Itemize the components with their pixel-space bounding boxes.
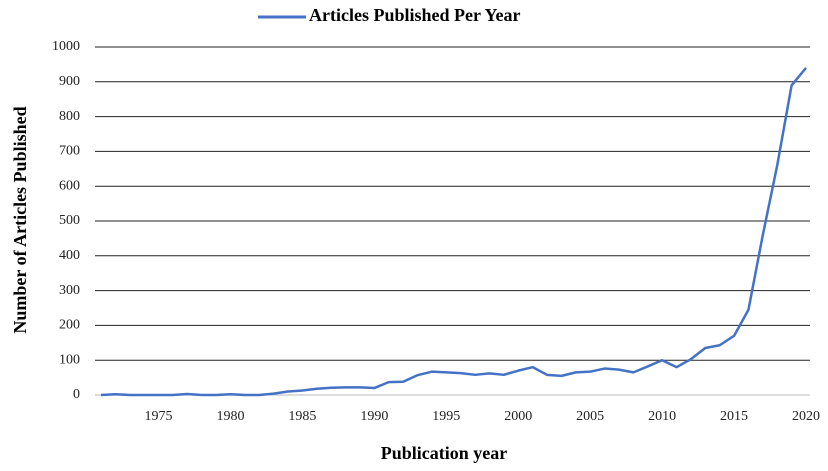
x-tick-label: 1975: [145, 409, 173, 424]
y-tick-label: 300: [59, 283, 80, 298]
y-tick-label: 500: [59, 213, 80, 228]
x-tick-label: 1985: [288, 409, 316, 424]
x-tick-label: 2020: [792, 409, 820, 424]
y-tick-label: 600: [59, 178, 80, 193]
y-tick-label: 0: [73, 387, 80, 402]
y-tick-label: 700: [59, 144, 80, 159]
data-line: [100, 67, 807, 397]
legend-label: Articles Published Per Year: [309, 5, 520, 25]
y-tick-label: 400: [59, 248, 80, 263]
x-axis-label: Publication year: [381, 443, 508, 463]
x-tick-label: 2000: [504, 409, 532, 424]
x-tick-label: 1995: [432, 409, 460, 424]
y-tick-label: 200: [59, 318, 80, 333]
y-tick-label: 900: [59, 74, 80, 89]
x-tick-label: 2010: [648, 409, 676, 424]
y-axis-label: Number of Articles Published: [10, 106, 30, 333]
x-tick-label: 2015: [720, 409, 748, 424]
y-tick-label: 100: [59, 352, 80, 367]
y-tick-label: 800: [59, 109, 80, 124]
x-tick-label: 1990: [360, 409, 388, 424]
y-tick-label: 1000: [52, 39, 80, 54]
x-tick-label: 2005: [576, 409, 604, 424]
x-tick-label: 1980: [216, 409, 244, 424]
